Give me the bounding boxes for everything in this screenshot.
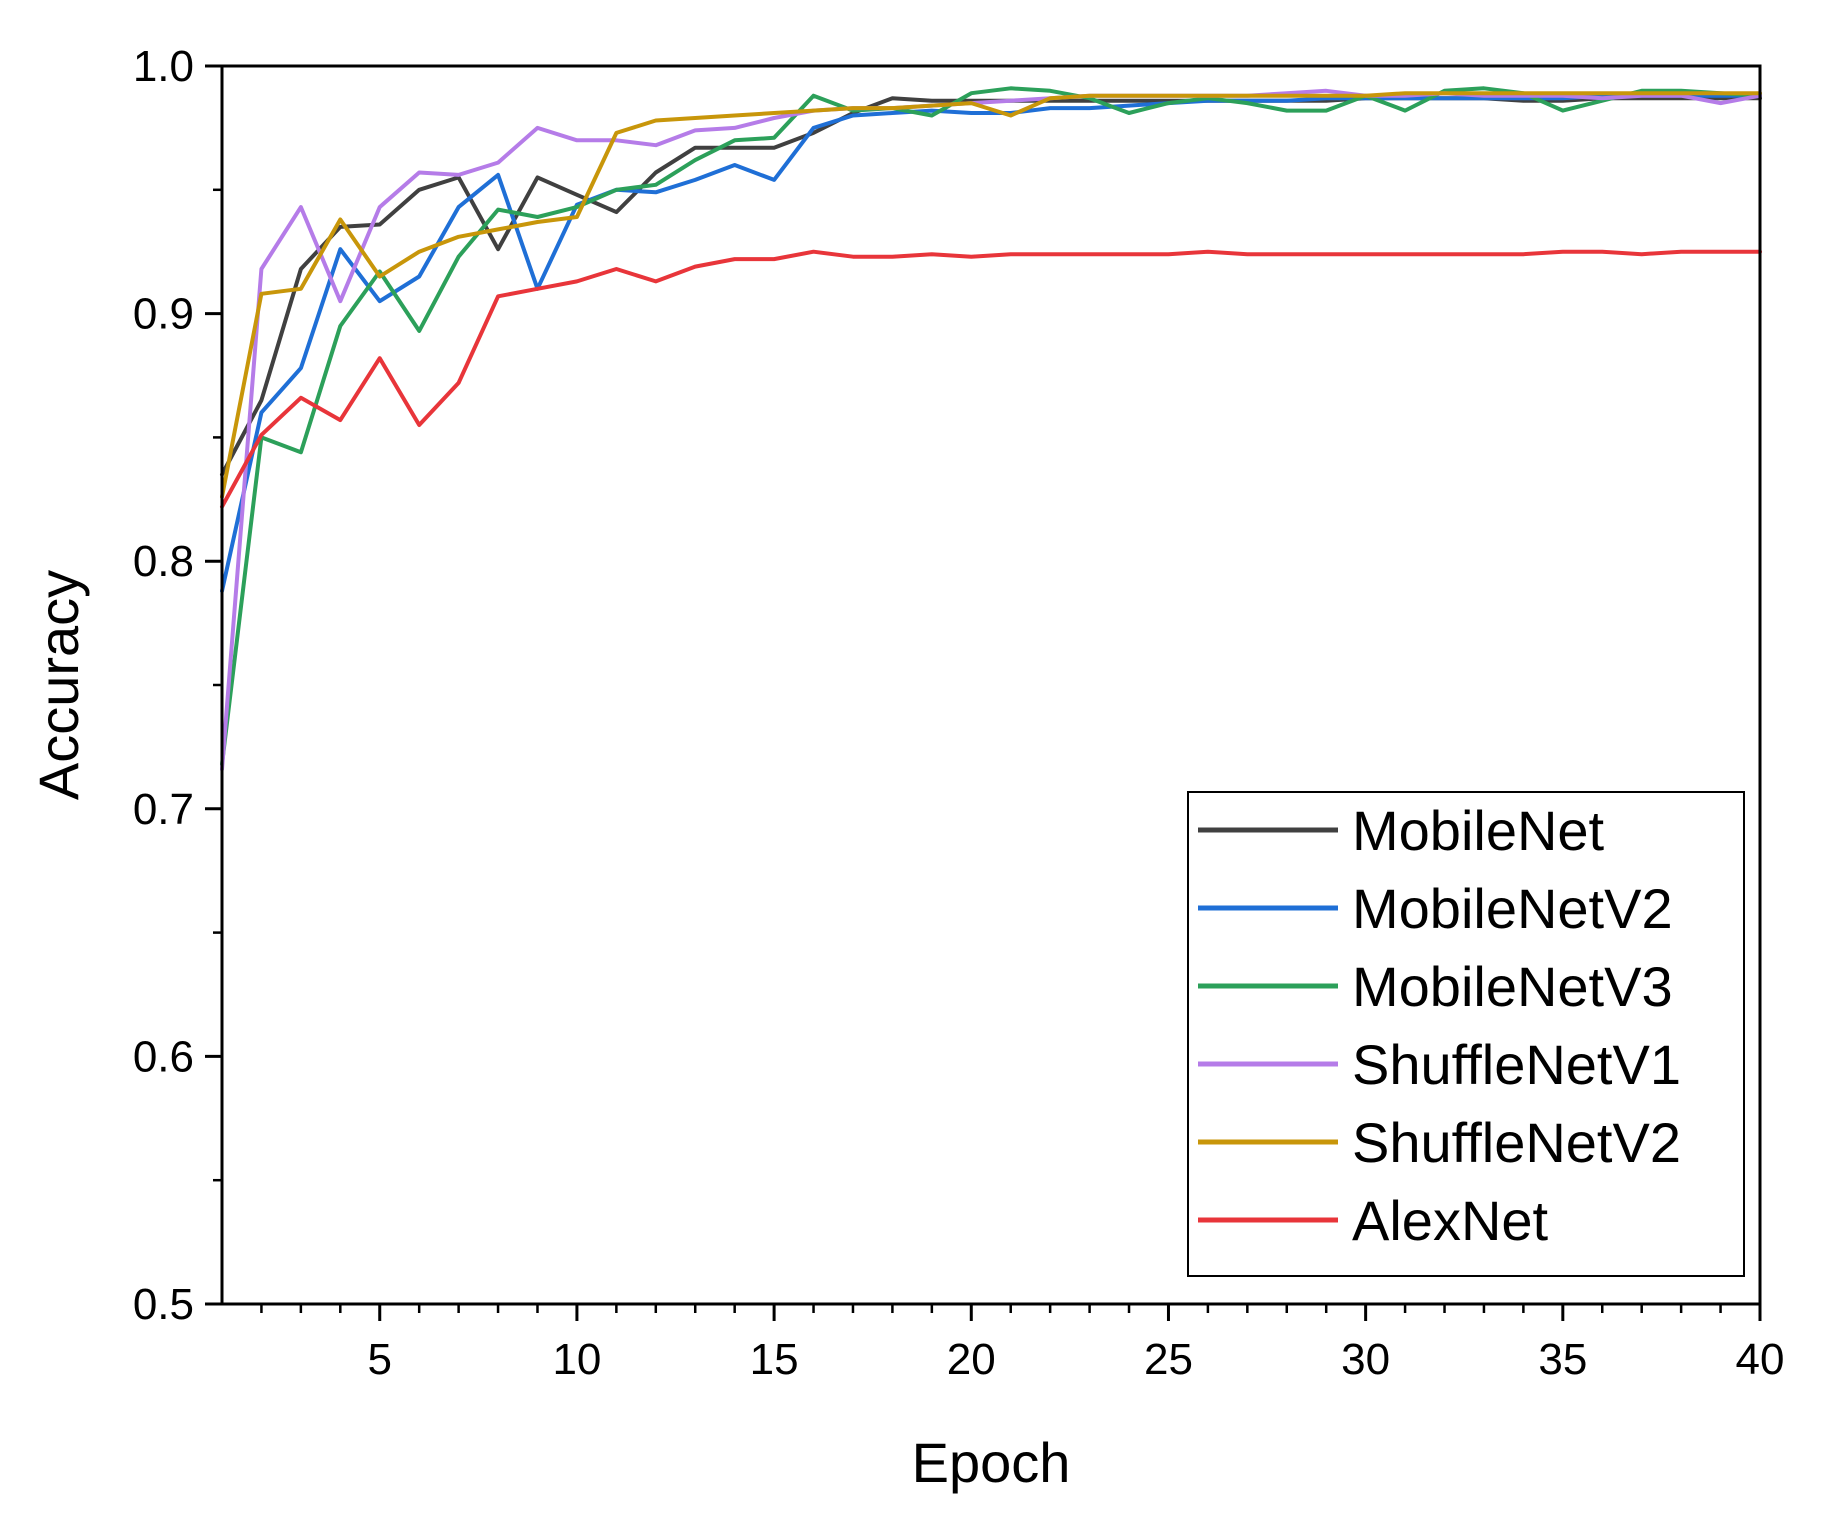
series-line-shufflenetv1 [220, 88, 1762, 772]
y-tick-label: 0.8 [133, 537, 194, 586]
x-tick-label: 40 [1736, 1335, 1785, 1384]
series-line-alexnet [220, 249, 1762, 509]
legend-label-mobilenetv3: MobileNetV3 [1352, 955, 1673, 1018]
x-tick-label: 30 [1341, 1335, 1390, 1384]
x-tick-label: 35 [1538, 1335, 1587, 1384]
y-tick-label: 0.5 [133, 1280, 194, 1329]
y-tick-label: 0.9 [133, 290, 194, 339]
x-axis-title: Epoch [912, 1431, 1071, 1494]
legend: MobileNet MobileNetV2 MobileNetV3 ShuffleNe… [1187, 791, 1745, 1277]
legend-label-mobilenet: MobileNet [1352, 799, 1605, 862]
legend-box [1187, 791, 1745, 1277]
axis-ticks: 5 10 15 20 25 30 35 40 0.5 0.6 0.7 0.8 0.9 1.0 [133, 42, 1785, 1384]
y-tick-label: 0.7 [133, 785, 194, 834]
x-tick-label: 20 [947, 1335, 996, 1384]
x-tick-label: 5 [368, 1335, 392, 1384]
legend-label-mobilenetv2: MobileNetV2 [1352, 877, 1673, 940]
legend-label-shufflenetv1: ShuffleNetV1 [1352, 1033, 1681, 1096]
y-axis-title: Accuracy [27, 570, 90, 800]
plot-area-frame [220, 64, 1762, 1306]
legend-label-alexnet: AlexNet [1352, 1189, 1549, 1252]
y-tick-label: 0.6 [133, 1032, 194, 1081]
x-tick-label: 15 [750, 1335, 799, 1384]
legend-items: MobileNet MobileNetV2 MobileNetV3 ShuffleNe… [1198, 799, 1681, 1252]
x-tick-label: 25 [1144, 1335, 1193, 1384]
legend-label-shufflenetv2: ShuffleNetV2 [1352, 1111, 1681, 1174]
y-tick-label: 1.0 [133, 42, 194, 91]
series-lines [220, 86, 1762, 772]
series-line-shufflenetv2 [220, 91, 1762, 499]
series-line-mobilenetv2 [220, 93, 1762, 593]
x-tick-label: 10 [552, 1335, 601, 1384]
